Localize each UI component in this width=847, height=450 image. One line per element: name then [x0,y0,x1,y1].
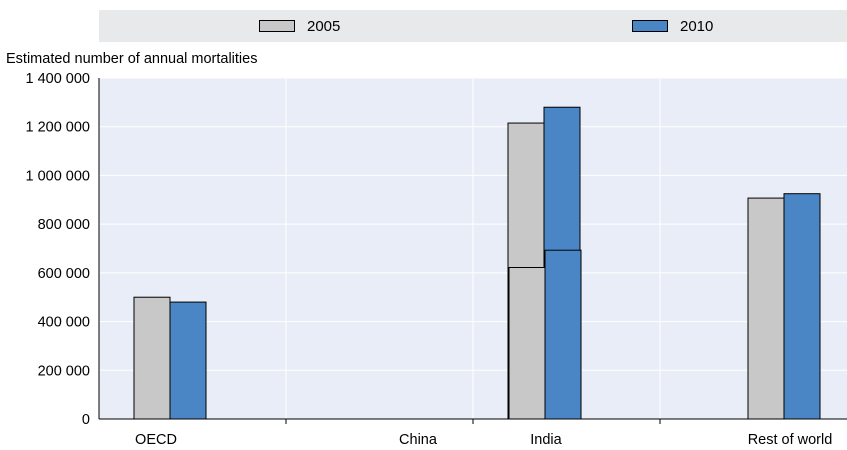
y-tick-label: 1 400 000 [25,71,90,87]
x-tick-label: India [530,432,562,448]
x-tick-label: Rest of world [748,432,833,448]
legend-swatch-2005 [259,20,295,32]
legend: 2005 2010 [99,10,847,42]
y-axis-label: Estimated number of annual mortalities [6,51,258,67]
bar-rest-of-world-2005 [747,197,785,420]
x-tick-label: China [399,432,438,448]
y-tick-label: 1 200 000 [25,120,90,136]
bar-india-2005 [508,266,546,420]
legend-item-2005: 2005 [259,10,340,42]
bar-rest-of-world-2010 [783,193,821,420]
bar-india-2010 [544,249,582,420]
y-tick-label: 600 000 [38,266,90,282]
legend-label-2005: 2005 [307,17,341,35]
legend-label-2010: 2010 [680,17,714,35]
y-tick-label: 200 000 [38,363,90,379]
y-tick-label: 800 000 [38,217,90,233]
y-tick-label: 400 000 [38,315,90,331]
legend-swatch-2010 [632,20,668,32]
legend-item-2010: 2010 [632,10,713,42]
x-tick-label: OECD [135,432,177,448]
bar-oecd-2010 [169,301,207,420]
y-tick-label: 1 000 000 [25,168,90,184]
bar-oecd-2005 [133,296,171,420]
y-tick-label: 0 [82,412,90,428]
